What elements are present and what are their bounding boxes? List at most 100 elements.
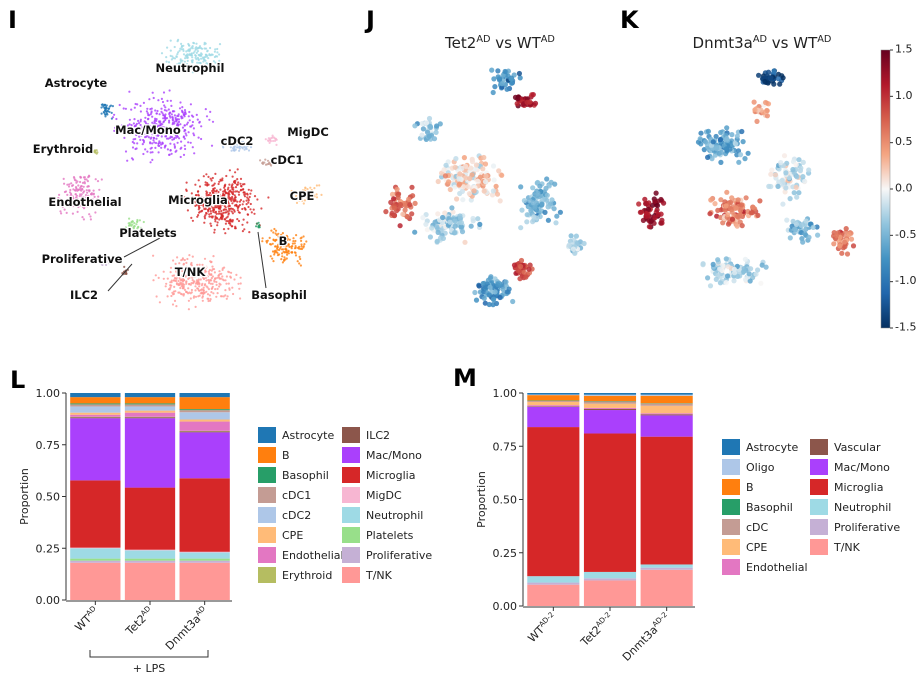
cell-dot — [115, 117, 118, 121]
cell-dot — [130, 224, 133, 228]
cell-dot — [166, 46, 169, 49]
cell-dot — [465, 184, 471, 190]
cell-dot — [211, 285, 214, 288]
cell-dot — [162, 120, 166, 123]
cell-dot — [746, 271, 752, 277]
cell-dot — [272, 139, 275, 143]
cell-dot — [280, 239, 283, 242]
cell-dot — [780, 75, 786, 81]
y-tick-label: 0.75 — [36, 439, 61, 452]
cell-dot — [186, 209, 189, 212]
cell-dot — [256, 198, 259, 201]
cell-dot — [500, 286, 506, 292]
cell-dot — [521, 269, 527, 275]
bar-segment — [527, 393, 580, 395]
cell-dot — [640, 217, 647, 223]
cell-dot — [435, 229, 441, 235]
cell-dot — [183, 258, 186, 262]
cell-dot — [544, 197, 550, 203]
cell-dot — [273, 250, 276, 253]
cell-dot — [307, 197, 311, 200]
cell-dot — [173, 120, 176, 123]
bar-segment — [70, 393, 121, 398]
cell-dot — [140, 126, 143, 129]
bar-segment — [70, 480, 121, 548]
cell-dot — [427, 234, 433, 240]
cell-dot — [220, 209, 223, 213]
cell-dot — [231, 202, 234, 205]
y-axis-label: Proportion — [475, 471, 488, 528]
cluster-label: Basophil — [251, 288, 307, 302]
cell-dot — [741, 269, 747, 275]
cell-dot — [200, 52, 203, 55]
cell-dot — [194, 204, 197, 207]
cell-dot — [139, 226, 142, 229]
cell-dot — [192, 282, 195, 285]
cell-dot — [86, 180, 89, 183]
cell-dot — [171, 132, 174, 135]
cell-dot — [530, 200, 537, 206]
cell-dot — [796, 190, 802, 196]
cell-dot — [152, 279, 155, 282]
bar-segment — [179, 421, 230, 431]
cell-dot — [202, 202, 205, 206]
cell-dot — [249, 192, 252, 195]
cell-dot — [184, 129, 187, 132]
legend-label: ILC2 — [366, 429, 390, 442]
cell-dot — [213, 182, 216, 185]
cell-dot — [160, 126, 163, 129]
cell-dot — [190, 216, 193, 219]
cell-dot — [113, 129, 116, 132]
cell-dot — [241, 230, 244, 233]
cell-dot — [490, 89, 496, 96]
cell-dot — [138, 219, 141, 222]
cell-dot — [173, 143, 176, 146]
cell-dot — [187, 141, 190, 144]
cell-dot — [177, 128, 180, 131]
cell-dot — [248, 142, 251, 145]
cell-dot — [218, 180, 221, 183]
cell-dot — [169, 266, 173, 269]
cell-dot — [238, 287, 241, 290]
legend-swatch — [258, 427, 276, 443]
cell-dot — [232, 200, 235, 203]
cell-dot — [197, 275, 200, 278]
cell-dot — [300, 236, 303, 239]
cell-dot — [196, 190, 200, 193]
cell-dot — [70, 182, 73, 185]
cell-dot — [303, 199, 306, 202]
cell-dot — [216, 47, 219, 51]
cell-dot — [747, 278, 753, 284]
cell-dot — [198, 206, 201, 209]
cell-dot — [793, 184, 799, 190]
cell-dot — [189, 103, 192, 106]
cell-dot — [227, 282, 230, 285]
cell-dot — [304, 190, 307, 193]
cell-dot — [195, 197, 198, 200]
cell-dot — [160, 146, 163, 149]
legend-swatch — [258, 567, 276, 583]
cell-dot — [157, 133, 160, 136]
cell-dot — [83, 206, 86, 209]
cell-dot — [163, 146, 166, 149]
cell-dot — [800, 174, 806, 180]
cluster-label: T/NK — [175, 265, 207, 279]
cell-dot — [452, 230, 458, 236]
cell-dot — [216, 287, 219, 290]
cell-dot — [199, 62, 202, 65]
cell-dot — [791, 190, 797, 196]
cell-dot — [435, 178, 441, 185]
legend-swatch — [342, 567, 360, 583]
cell-dot — [181, 116, 184, 119]
cell-dot — [90, 203, 94, 206]
cell-dot — [549, 197, 555, 203]
cell-dot — [216, 292, 219, 295]
cell-dot — [214, 198, 217, 201]
cell-dot — [202, 175, 205, 178]
cell-dot — [138, 135, 141, 138]
cell-dot — [148, 128, 151, 131]
bar-segment — [124, 487, 176, 550]
cell-dot — [180, 285, 183, 288]
cell-dot — [394, 186, 400, 192]
cell-dot — [431, 136, 438, 142]
